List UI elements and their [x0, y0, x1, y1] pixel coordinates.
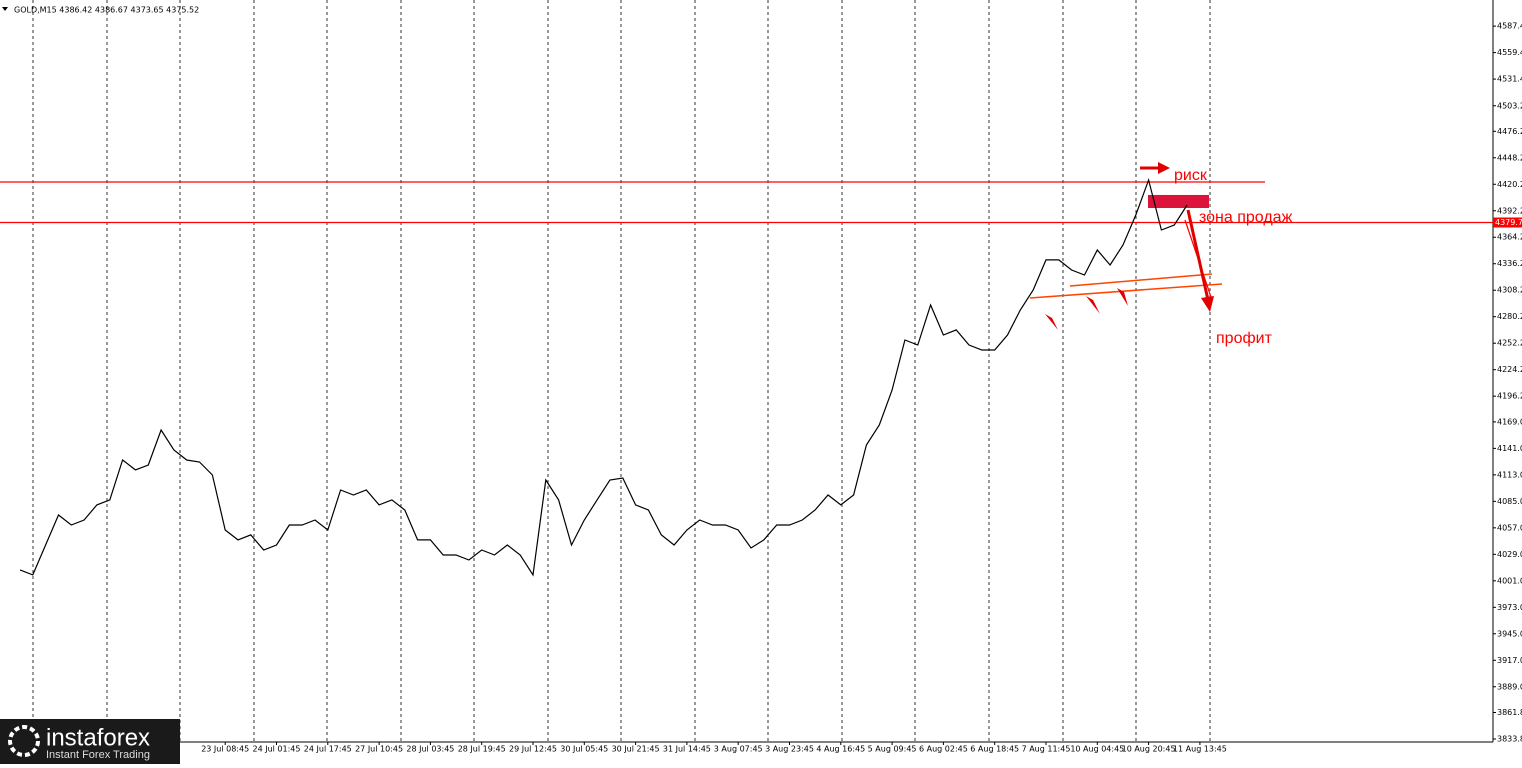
y-tick-label: 4420.20: [1497, 180, 1522, 189]
y-tick-label: 3889.00: [1497, 682, 1522, 691]
x-tick-label: 7 Aug 11:45: [1022, 745, 1071, 754]
arrow-mark: [1045, 314, 1058, 330]
price-label-box: [1493, 217, 1522, 228]
y-tick-label: 4364.20: [1497, 233, 1522, 242]
x-tick-label: 30 Jul 05:45: [560, 745, 608, 754]
x-tick-label: 28 Jul 19:45: [458, 745, 506, 754]
chart-title: GOLD,M15 4386.42 4386.67 4373.65 4375.52: [14, 6, 199, 15]
x-tick-label: 30 Jul 21:45: [612, 745, 660, 754]
y-tick-label: 4476.20: [1497, 127, 1522, 136]
channel-line: [1069, 273, 1213, 287]
x-tick-label: 3 Aug 23:45: [765, 745, 814, 754]
x-tick-label: 5 Aug 09:45: [868, 745, 917, 754]
y-tick-label: 4057.00: [1497, 523, 1522, 532]
price-line: [19, 177, 1188, 577]
x-tick-label: 29 Jul 12:45: [509, 745, 557, 754]
profit-arrow: [1186, 209, 1210, 301]
y-tick-label: 4224.20: [1497, 365, 1522, 374]
menu-icon: [2, 7, 8, 11]
y-tick-label: 4001.00: [1497, 576, 1522, 585]
y-tick-label: 4308.20: [1497, 286, 1522, 295]
x-tick-label: 24 Jul 17:45: [304, 745, 352, 754]
sell-zone: [1148, 194, 1209, 209]
y-tick-label: 4029.00: [1497, 550, 1522, 559]
y-tick-label: 3973.00: [1497, 603, 1522, 612]
y-tick-label: 4141.00: [1497, 444, 1522, 453]
x-tick-label: 6 Aug 02:45: [919, 745, 968, 754]
x-tick-label: 3 Aug 07:45: [714, 745, 763, 754]
y-tick-label: 4196.20: [1497, 392, 1522, 401]
annotation: профит: [1216, 330, 1273, 347]
logo-tagline: Instant Forex Trading: [46, 749, 150, 761]
logo-icon: [8, 725, 40, 757]
y-tick-label: 4252.20: [1497, 339, 1522, 348]
price-label: 4379.78: [1495, 218, 1522, 227]
y-tick-label: 4392.20: [1497, 206, 1522, 215]
x-tick-label: 6 Aug 18:45: [970, 745, 1019, 754]
y-tick-label: 4113.00: [1497, 470, 1522, 479]
x-tick-label: 11 Aug 13:45: [1173, 745, 1227, 754]
y-tick-label: 4336.20: [1497, 259, 1522, 268]
logo-name: instaforex: [46, 724, 150, 751]
arrow-mark: [1117, 288, 1128, 306]
x-tick-label: 10 Aug 04:45: [1070, 745, 1124, 754]
drawings: [1029, 162, 1223, 330]
logo: instaforex Instant Forex Trading: [0, 719, 180, 764]
y-tick-label: 4503.20: [1497, 101, 1522, 110]
x-tick-label: 24 Jul 01:45: [253, 745, 301, 754]
y-tick-label: 4280.20: [1497, 312, 1522, 321]
y-tick-label: 3861.80: [1497, 708, 1522, 717]
arrow-mark: [1086, 296, 1100, 314]
annotation: зона продаж: [1199, 209, 1293, 226]
channel-line: [1029, 283, 1223, 299]
annotation: риск: [1174, 167, 1208, 184]
arrow-head: [1158, 162, 1170, 174]
x-tick-label: 10 Aug 20:45: [1122, 745, 1176, 754]
y-tick-label: 4531.40: [1497, 75, 1522, 84]
logo-box: [0, 719, 180, 764]
x-tick-label: 28 Jul 03:45: [406, 745, 454, 754]
y-tick-label: 4559.40: [1497, 48, 1522, 57]
y-tick-label: 4587.40: [1497, 22, 1522, 31]
y-tick-label: 3917.00: [1497, 656, 1522, 665]
x-tick-label: 31 Jul 14:45: [663, 745, 711, 754]
arrow-head: [1201, 296, 1214, 312]
y-tick-label: 4448.20: [1497, 153, 1522, 162]
x-tick-label: 23 Jul 08:45: [201, 745, 249, 754]
y-tick-label: 4085.00: [1497, 497, 1522, 506]
y-tick-label: 3945.00: [1497, 629, 1522, 638]
y-tick-label: 4169.00: [1497, 417, 1522, 426]
x-tick-label: 27 Jul 10:45: [355, 745, 403, 754]
y-tick-label: 3833.80: [1497, 734, 1522, 743]
x-tick-label: 4 Aug 16:45: [816, 745, 865, 754]
